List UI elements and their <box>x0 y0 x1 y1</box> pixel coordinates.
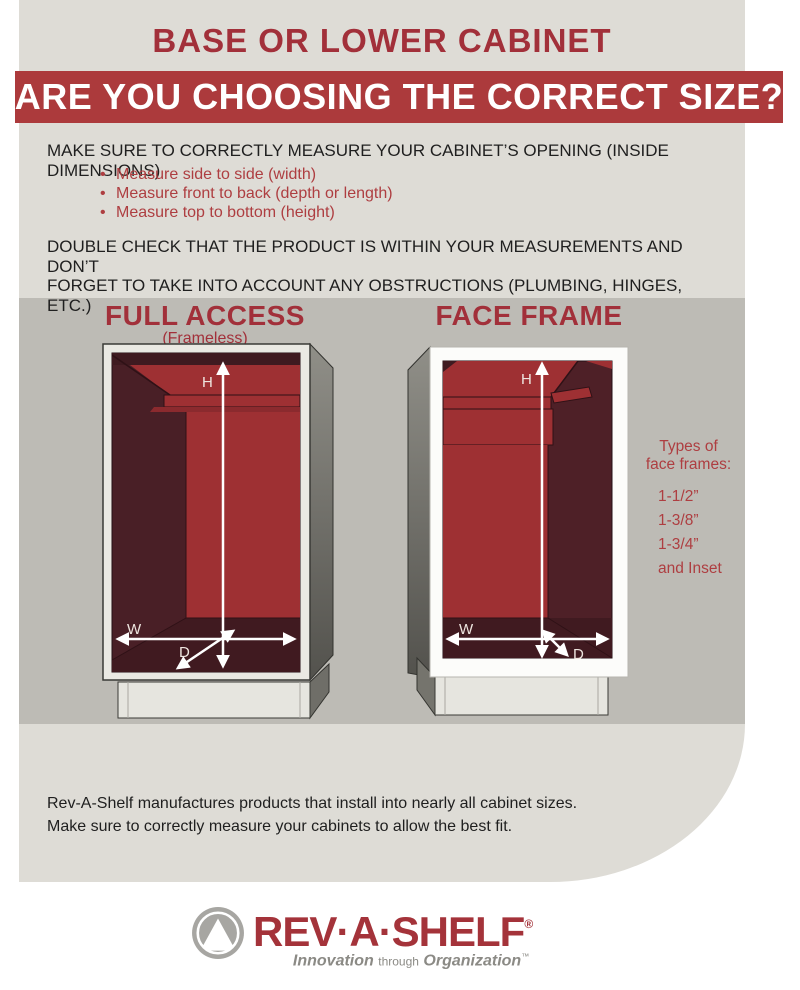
bullet-height: Measure top to bottom (height) <box>100 203 393 222</box>
face-frame-title: FACE FRAME <box>435 300 623 331</box>
banner-text: ARE YOU CHOOSING THE CORRECT SIZE? <box>14 76 784 117</box>
rev-a-shelf-logo: REV·A·SHELF® Innovation through Organiza… <box>191 902 533 970</box>
logo-tagline: Innovation through Organization™ <box>253 952 533 970</box>
tagline-organization: Organization <box>423 952 522 970</box>
bullet-width: Measure side to side (width) <box>100 165 393 184</box>
trademark-mark: ™ <box>521 952 530 961</box>
height-label: H <box>521 371 532 388</box>
cabinet-side-panel <box>309 342 334 682</box>
measure-bullet-list: Measure side to side (width) Measure fro… <box>100 165 393 222</box>
warning-line-2: FORGET TO TAKE INTO ACCOUNT ANY OBSTRUCT… <box>47 276 683 315</box>
full-access-title: FULL ACCESS <box>105 300 305 331</box>
bullet-depth: Measure front to back (depth or length) <box>100 184 393 203</box>
mountain-icon <box>192 907 244 959</box>
tagline-innovation: Innovation <box>292 952 374 970</box>
depth-label: D <box>573 646 584 663</box>
face-frame-types: Types of face frames: 1-1/2” 1-3/8” 1-3/… <box>616 438 761 581</box>
size-item: 1-1/2” <box>658 488 699 505</box>
face-frame-cabinet-illustration: H W D <box>407 345 629 717</box>
height-label: H <box>202 374 213 391</box>
size-item: and Inset <box>658 560 722 577</box>
registered-mark: ® <box>524 917 534 931</box>
cabinet-interior <box>442 360 613 659</box>
face-frame-heading: FACE FRAME <box>428 302 630 330</box>
size-item: 1-3/8” <box>658 512 699 529</box>
full-access-heading: FULL ACCESS (Frameless) <box>98 300 312 348</box>
logo-wordmark: REV·A·SHELF® <box>253 902 533 954</box>
width-label: W <box>459 621 474 638</box>
banner: ARE YOU CHOOSING THE CORRECT SIZE? <box>15 71 783 123</box>
footer-note: Rev-A-Shelf manufactures products that i… <box>47 793 577 838</box>
wordmark-text: REV·A·SHELF <box>253 908 525 955</box>
double-check-warning: DOUBLE CHECK THAT THE PRODUCT IS WITHIN … <box>47 237 727 315</box>
types-heading-line-2: face frames: <box>645 456 732 473</box>
footer-note-line-2: Make sure to correctly measure your cabi… <box>47 817 513 835</box>
dimension-arrows <box>445 361 610 659</box>
toe-kick <box>434 676 609 716</box>
footer-note-line-1: Rev-A-Shelf manufactures products that i… <box>47 795 578 812</box>
types-heading-line-1: Types of <box>659 438 718 455</box>
types-size-list: 1-1/2” 1-3/8” 1-3/4” and Inset <box>616 485 761 581</box>
size-item: 1-3/4” <box>658 536 699 553</box>
toe-kick <box>117 681 311 719</box>
cabinet-interior <box>111 352 301 673</box>
full-access-cabinet-illustration: H W D <box>102 342 334 720</box>
cabinet-side-panel <box>407 345 431 678</box>
warning-line-1: DOUBLE CHECK THAT THE PRODUCT IS WITHIN … <box>47 237 683 276</box>
top-panel-background <box>19 0 745 298</box>
logo-text: REV·A·SHELF® Innovation through Organiza… <box>253 902 533 970</box>
bottom-panel-background <box>19 724 745 882</box>
full-access-subtitle: (Frameless) <box>162 330 248 347</box>
tagline-through: through <box>378 954 419 969</box>
depth-label: D <box>179 644 190 661</box>
width-label: W <box>127 621 142 638</box>
dimension-arrows <box>115 361 297 670</box>
page-title: BASE OR LOWER CABINET <box>152 22 612 59</box>
